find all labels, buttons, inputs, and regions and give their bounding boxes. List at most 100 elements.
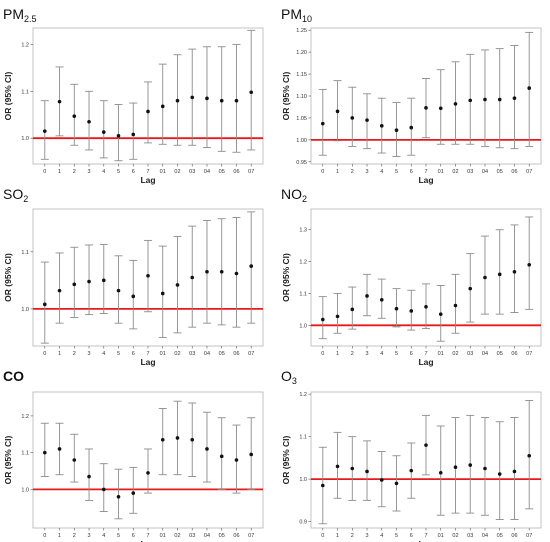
x-tick-label: 06	[511, 351, 517, 357]
chart-title: PM2.5	[3, 6, 37, 24]
x-tick-label: 03	[189, 351, 195, 357]
x-tick-label: 01	[438, 169, 444, 175]
data-point	[320, 483, 325, 488]
data-point	[438, 312, 443, 316]
data-point	[468, 286, 473, 291]
data-point	[219, 454, 224, 459]
data-point	[350, 307, 355, 312]
x-tick-label: 7	[146, 533, 149, 539]
x-tick-label: 3	[87, 169, 90, 175]
y-axis-title: OR (95% CI)	[281, 253, 291, 302]
data-point	[468, 98, 473, 103]
x-tick-label: 7	[424, 351, 427, 357]
data-point	[527, 262, 532, 267]
data-point	[234, 98, 239, 103]
x-tick-label: 07	[526, 533, 532, 539]
x-tick-label: 04	[482, 169, 488, 175]
x-tick-label: 5	[117, 533, 120, 539]
x-tick-label: 01	[160, 169, 166, 175]
data-point	[190, 95, 195, 100]
x-tick-label: 07	[526, 351, 532, 357]
x-tick-label: 02	[452, 533, 458, 539]
data-point	[146, 273, 150, 278]
data-point	[116, 134, 121, 138]
data-point	[453, 465, 458, 470]
x-tick-label: 1	[58, 533, 61, 539]
x-tick-label: 06	[233, 169, 239, 175]
chart-title: CO	[3, 368, 24, 384]
data-point	[438, 106, 443, 111]
chart-title: SO2	[3, 186, 28, 204]
x-tick-label: 03	[467, 169, 473, 175]
data-point	[190, 275, 195, 280]
x-tick-label: 6	[132, 351, 135, 357]
x-tick-label: 07	[248, 533, 254, 539]
x-tick-label: 0	[43, 533, 46, 539]
data-point	[483, 97, 487, 102]
x-tick-label: 1	[336, 351, 339, 357]
y-tick-label: 0.95	[296, 160, 307, 166]
data-point	[409, 309, 414, 313]
data-point	[512, 96, 517, 100]
chart-title-subscript: 3	[292, 376, 297, 386]
x-tick-label: 0	[43, 169, 46, 175]
data-point	[42, 302, 47, 307]
y-tick-label: 1.0	[299, 323, 307, 329]
data-point	[379, 298, 384, 302]
y-tick-label: 0.9	[299, 520, 307, 526]
y-tick-label: 1.1	[21, 89, 29, 95]
x-tick-label: 1	[336, 533, 339, 539]
x-tick-label: 7	[424, 533, 427, 539]
y-tick-label: 1.1	[21, 250, 29, 256]
y-tick-label: 1.2	[299, 392, 307, 398]
x-tick-label: 4	[102, 169, 105, 175]
x-tick-label: 2	[73, 533, 76, 539]
data-point	[57, 288, 62, 293]
x-tick-label: 04	[204, 533, 210, 539]
x-tick-label: 1	[58, 169, 61, 175]
data-point	[483, 275, 487, 280]
x-tick-label: 05	[219, 351, 225, 357]
y-tick-label: 1.2	[21, 42, 29, 48]
x-tick-label: 1	[58, 351, 61, 357]
x-tick-label: 7	[424, 169, 427, 175]
y-tick-label: 1.2	[21, 414, 29, 420]
y-tick-label: 1.05	[296, 116, 307, 122]
data-point	[175, 436, 180, 440]
x-axis-title: Lag	[140, 175, 155, 185]
data-point	[394, 128, 399, 133]
data-point	[379, 478, 384, 482]
data-point	[87, 119, 91, 124]
x-tick-label: 7	[146, 351, 149, 357]
data-point	[394, 481, 399, 486]
chart-title: O3	[281, 368, 297, 386]
x-tick-label: 07	[526, 169, 532, 175]
x-tick-label: 3	[365, 533, 368, 539]
data-point	[101, 130, 106, 134]
x-tick-label: 2	[351, 351, 354, 357]
x-tick-label: 0	[321, 351, 324, 357]
chart-title-subscript: 10	[302, 14, 312, 24]
data-point	[365, 118, 369, 122]
y-tick-label: 1.25	[296, 28, 307, 34]
y-tick-label: 1.0	[21, 136, 29, 142]
y-tick-label: 1.15	[296, 72, 307, 78]
x-tick-label: 0	[321, 533, 324, 539]
data-point	[497, 97, 502, 102]
x-axis-title: Lag	[418, 175, 433, 185]
x-tick-label: 02	[174, 351, 180, 357]
x-tick-label: 07	[248, 351, 254, 357]
data-point	[160, 291, 165, 296]
y-axis-title: OR (95% CI)	[3, 72, 13, 121]
x-tick-label: 2	[351, 533, 354, 539]
x-tick-label: 3	[365, 351, 368, 357]
x-tick-label: 4	[380, 533, 383, 539]
data-point	[249, 264, 254, 268]
x-axis-title: Lag	[140, 357, 155, 367]
x-tick-label: 4	[102, 351, 105, 357]
y-tick-label: 1.0	[299, 477, 307, 483]
chart-title-subscript: 2	[23, 194, 28, 204]
data-point	[219, 98, 224, 103]
chart-title-subscript: 2	[302, 194, 307, 204]
data-point	[219, 269, 224, 274]
